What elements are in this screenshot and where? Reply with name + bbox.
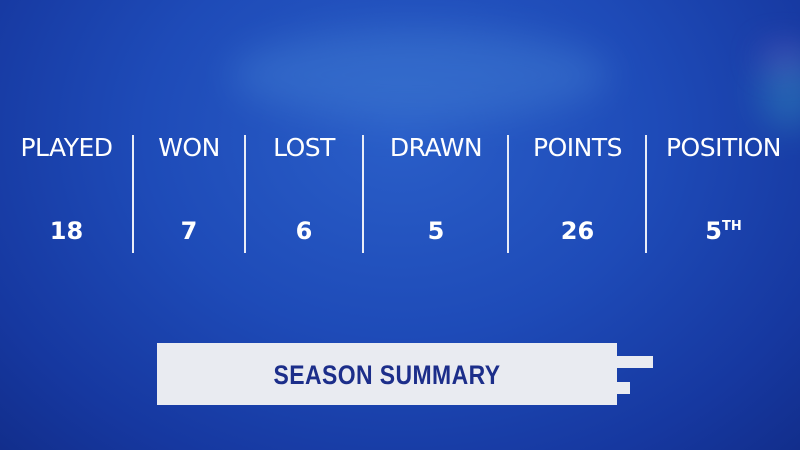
stat-label: WON: [158, 133, 220, 162]
stat-label: POSITION: [665, 133, 782, 162]
stat-points: POINTS 26: [509, 125, 646, 260]
stat-value: 26: [560, 217, 595, 245]
stat-label: PLAYED: [20, 133, 113, 162]
stat-lost: LOST 6: [246, 125, 362, 260]
stat-value: 5TH: [705, 217, 742, 245]
stat-played: PLAYED 18: [0, 125, 133, 260]
divider: [244, 135, 246, 253]
stat-won: WON 7: [134, 125, 244, 260]
banner-title: SEASON SUMMARY: [273, 360, 501, 390]
divider: [132, 135, 134, 253]
stat-value: 6: [295, 217, 313, 245]
stat-label: LOST: [273, 133, 335, 162]
stat-position: POSITION 5TH: [647, 125, 800, 260]
divider: [507, 135, 509, 253]
divider: [362, 135, 364, 253]
stat-label: POINTS: [533, 133, 622, 162]
stat-drawn: DRAWN 5: [364, 125, 508, 260]
season-stats: PLAYED 18 WON 7 LOST 6 DRAWN 5 POINTS 26…: [0, 125, 800, 260]
stat-value: 5: [427, 217, 445, 245]
stat-value: 18: [49, 217, 84, 245]
divider: [645, 135, 647, 253]
stat-value: 7: [180, 217, 198, 245]
stat-label: DRAWN: [389, 133, 483, 162]
